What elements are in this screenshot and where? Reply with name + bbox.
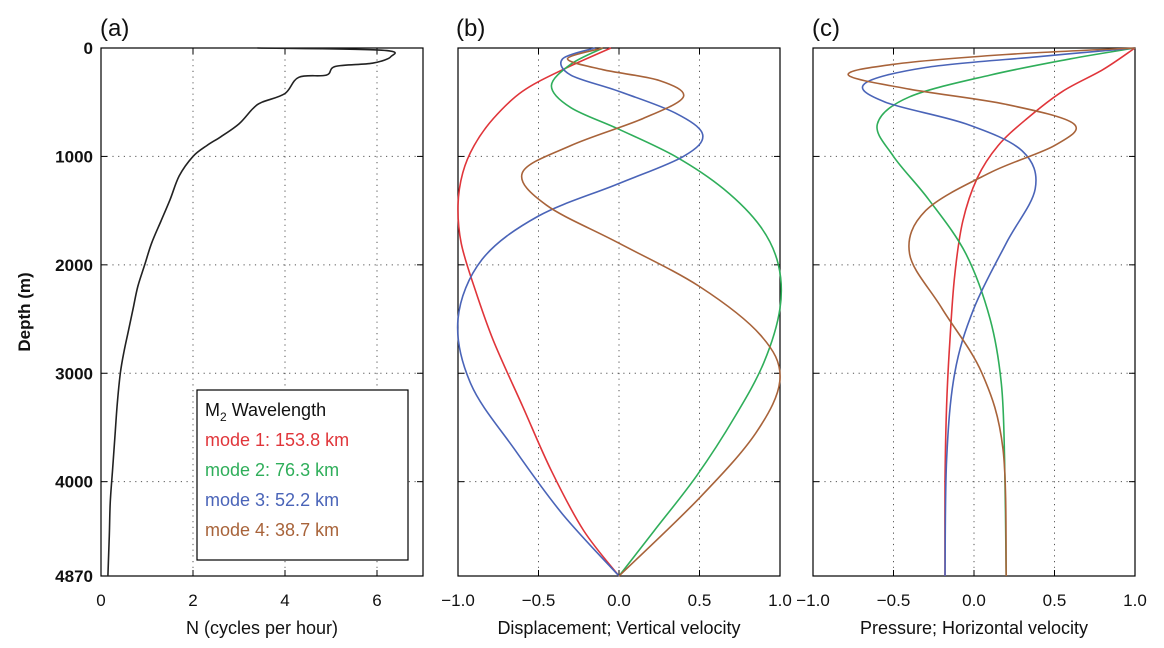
panel-c-series-mode-3 bbox=[861, 47, 1136, 577]
y-tick-label: 2000 bbox=[55, 256, 93, 275]
panel-c-x-tick-label: 1.0 bbox=[1123, 591, 1147, 610]
panel-c-series bbox=[847, 47, 1136, 577]
panel-b-series-mode-4 bbox=[520, 47, 781, 577]
y-tick-label: 3000 bbox=[55, 364, 93, 383]
panel-b-series bbox=[456, 47, 783, 577]
panel-b-label: (b) bbox=[456, 15, 485, 42]
panel-a-series bbox=[107, 47, 396, 577]
panel-b-x-tick-label: −0.5 bbox=[522, 591, 556, 610]
panel-c: (c) −1.0 −0.5 0.0 0.5 1.0 Pressure; Horizont… bbox=[796, 15, 1147, 638]
panel-a-x-tick-label: 4 bbox=[280, 591, 289, 610]
panel-a-x-tick-label: 6 bbox=[372, 591, 381, 610]
panel-a: (a) 0 2 4 6 0 1000 2000 3000 4000 4870 N (cycles… bbox=[15, 15, 424, 638]
legend-title-prefix: M bbox=[205, 400, 220, 420]
panel-b-x-tick-label: 0.5 bbox=[688, 591, 712, 610]
panel-b-x-axis-label: Displacement; Vertical velocity bbox=[497, 618, 740, 638]
panel-a-x-ticks: 0 2 4 6 bbox=[96, 48, 382, 610]
legend-entry-mode-4: mode 4: 38.7 km bbox=[205, 520, 339, 540]
panel-b-x-tick-label: 0.0 bbox=[607, 591, 631, 610]
y-tick-label: 4870 bbox=[55, 567, 93, 586]
panel-a-x-tick-label: 0 bbox=[96, 591, 105, 610]
panel-c-x-tick-label: −1.0 bbox=[796, 591, 830, 610]
panel-c-x-tick-label: 0.5 bbox=[1043, 591, 1067, 610]
panel-a-x-axis-label: N (cycles per hour) bbox=[186, 618, 338, 638]
panel-c-series-mode-1 bbox=[944, 47, 1136, 577]
y-tick-label: 1000 bbox=[55, 147, 93, 166]
legend-box bbox=[196, 389, 409, 561]
panel-c-label: (c) bbox=[812, 15, 840, 42]
panel-b: (b) −1.0 −0.5 0.0 0.5 1.0 Displacement; Vert… bbox=[441, 15, 792, 638]
panel-a-x-tick-label: 2 bbox=[188, 591, 197, 610]
panel-c-series-mode-2 bbox=[876, 47, 1136, 577]
panel-c-series-mode-4 bbox=[847, 47, 1136, 577]
panel-b-series-mode-3 bbox=[456, 47, 704, 577]
panel-a-y-ticks: 0 1000 2000 3000 4000 4870 bbox=[55, 39, 423, 586]
panel-b-y-ticks bbox=[458, 47, 780, 577]
legend-title-suffix: Wavelength bbox=[227, 400, 326, 420]
panel-c-x-axis-label: Pressure; Horizontal velocity bbox=[860, 618, 1088, 638]
panel-c-x-ticks: −1.0 −0.5 0.0 0.5 1.0 bbox=[796, 48, 1147, 610]
panel-a-label: (a) bbox=[100, 15, 129, 42]
legend-title-subscript: 2 bbox=[220, 410, 227, 424]
panel-b-series-mode-1 bbox=[457, 47, 620, 577]
panel-c-grid bbox=[813, 48, 1135, 576]
panel-b-x-ticks: −1.0 −0.5 0.0 0.5 1.0 bbox=[441, 48, 792, 610]
panel-b-series-mode-2 bbox=[550, 47, 783, 577]
panel-c-x-tick-label: 0.0 bbox=[962, 591, 986, 610]
legend-entry-mode-1: mode 1: 153.8 km bbox=[205, 430, 349, 450]
y-tick-label: 0 bbox=[84, 39, 93, 58]
panel-b-x-tick-label: −1.0 bbox=[441, 591, 475, 610]
legend-entry-mode-2: mode 2: 76.3 km bbox=[205, 460, 339, 480]
y-tick-label: 4000 bbox=[55, 473, 93, 492]
y-axis-label: Depth (m) bbox=[15, 272, 34, 351]
panel-a-series-n-profile bbox=[107, 47, 396, 577]
panel-c-x-tick-label: −0.5 bbox=[877, 591, 911, 610]
panel-b-x-tick-label: 1.0 bbox=[768, 591, 792, 610]
panel-b-grid bbox=[458, 48, 780, 576]
legend-title: M2 Wavelength bbox=[205, 400, 326, 424]
legend: M2 Wavelength mode 1: 153.8 km mode 2: 7… bbox=[196, 389, 409, 561]
legend-entry-mode-3: mode 3: 52.2 km bbox=[205, 490, 339, 510]
